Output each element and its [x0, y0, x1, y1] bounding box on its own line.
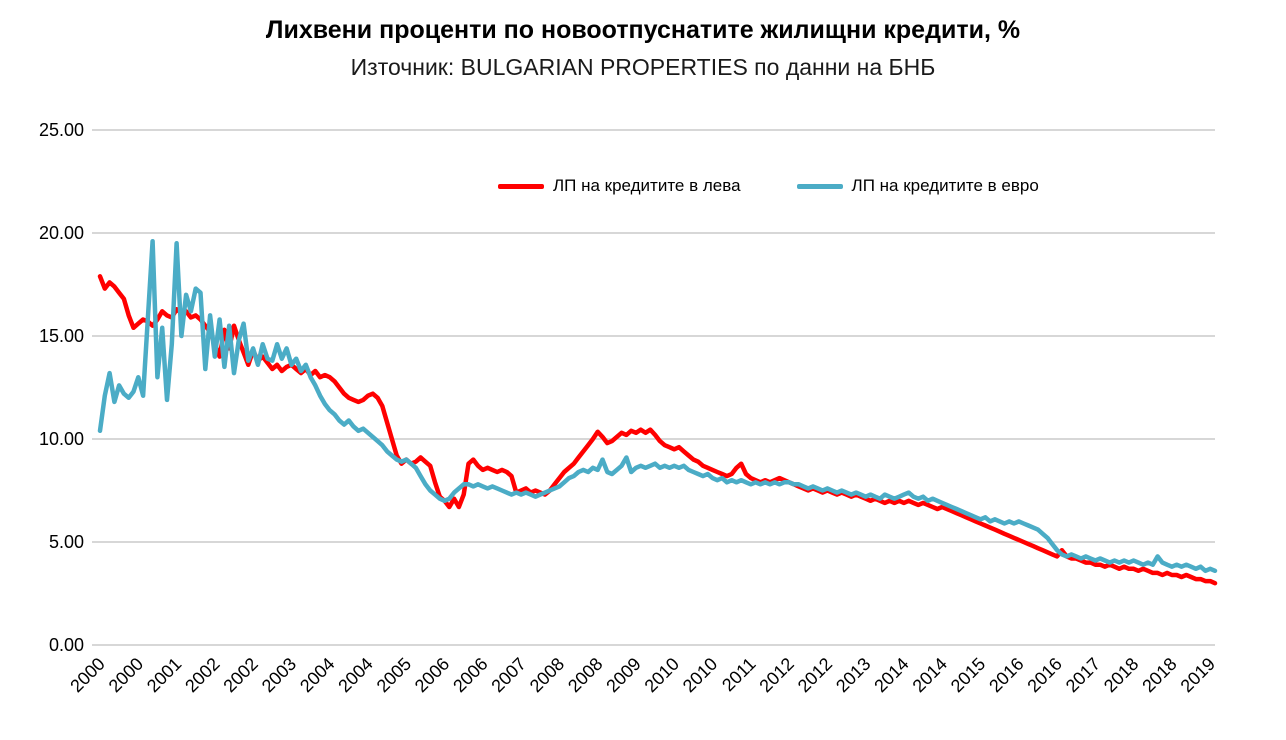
svg-text:2000: 2000 — [105, 654, 147, 696]
legend: ЛП на кредитите в лева ЛП на кредитите в… — [498, 176, 1039, 196]
svg-text:2010: 2010 — [679, 654, 721, 696]
svg-text:25.00: 25.00 — [39, 120, 84, 140]
legend-item-evro: ЛП на кредитите в евро — [796, 176, 1039, 196]
svg-text:2018: 2018 — [1138, 654, 1180, 696]
svg-text:0.00: 0.00 — [49, 635, 84, 655]
svg-text:2019: 2019 — [1177, 654, 1219, 696]
svg-text:2016: 2016 — [985, 654, 1027, 696]
svg-text:2014: 2014 — [870, 654, 912, 696]
svg-text:2001: 2001 — [143, 654, 185, 696]
legend-label-leva: ЛП на кредитите в лева — [553, 176, 741, 195]
svg-text:2017: 2017 — [1062, 654, 1104, 696]
svg-text:2008: 2008 — [564, 654, 606, 696]
svg-text:2011: 2011 — [718, 654, 760, 696]
svg-text:5.00: 5.00 — [49, 532, 84, 552]
legend-label-evro: ЛП на кредитите в евро — [851, 176, 1039, 195]
svg-text:2003: 2003 — [258, 654, 300, 696]
svg-text:2018: 2018 — [1100, 654, 1142, 696]
svg-text:15.00: 15.00 — [39, 326, 84, 346]
svg-text:2004: 2004 — [334, 654, 376, 696]
svg-text:2009: 2009 — [602, 654, 644, 696]
svg-text:2016: 2016 — [1023, 654, 1065, 696]
svg-text:10.00: 10.00 — [39, 429, 84, 449]
svg-text:2015: 2015 — [947, 654, 989, 696]
svg-text:2008: 2008 — [526, 654, 568, 696]
svg-text:20.00: 20.00 — [39, 223, 84, 243]
legend-item-leva: ЛП на кредитите в лева — [498, 176, 741, 196]
leva-line-swatch — [498, 183, 544, 189]
svg-text:2006: 2006 — [449, 654, 491, 696]
svg-text:2004: 2004 — [296, 654, 338, 696]
svg-text:2000: 2000 — [66, 654, 108, 696]
evro-line-swatch — [796, 183, 843, 189]
svg-text:2007: 2007 — [487, 654, 529, 696]
svg-text:2006: 2006 — [411, 654, 453, 696]
svg-text:2013: 2013 — [832, 654, 874, 696]
svg-text:2002: 2002 — [181, 654, 223, 696]
svg-text:2005: 2005 — [373, 654, 415, 696]
chart-subtitle: Източник: BULGARIAN PROPERTIES по данни … — [350, 54, 936, 80]
svg-text:2002: 2002 — [219, 654, 261, 696]
svg-text:2014: 2014 — [909, 654, 951, 696]
chart-title: Лихвени проценти по новоотпуснатите жили… — [265, 16, 1021, 44]
svg-text:2010: 2010 — [641, 654, 683, 696]
svg-text:2012: 2012 — [794, 654, 836, 696]
svg-text:2012: 2012 — [755, 654, 797, 696]
